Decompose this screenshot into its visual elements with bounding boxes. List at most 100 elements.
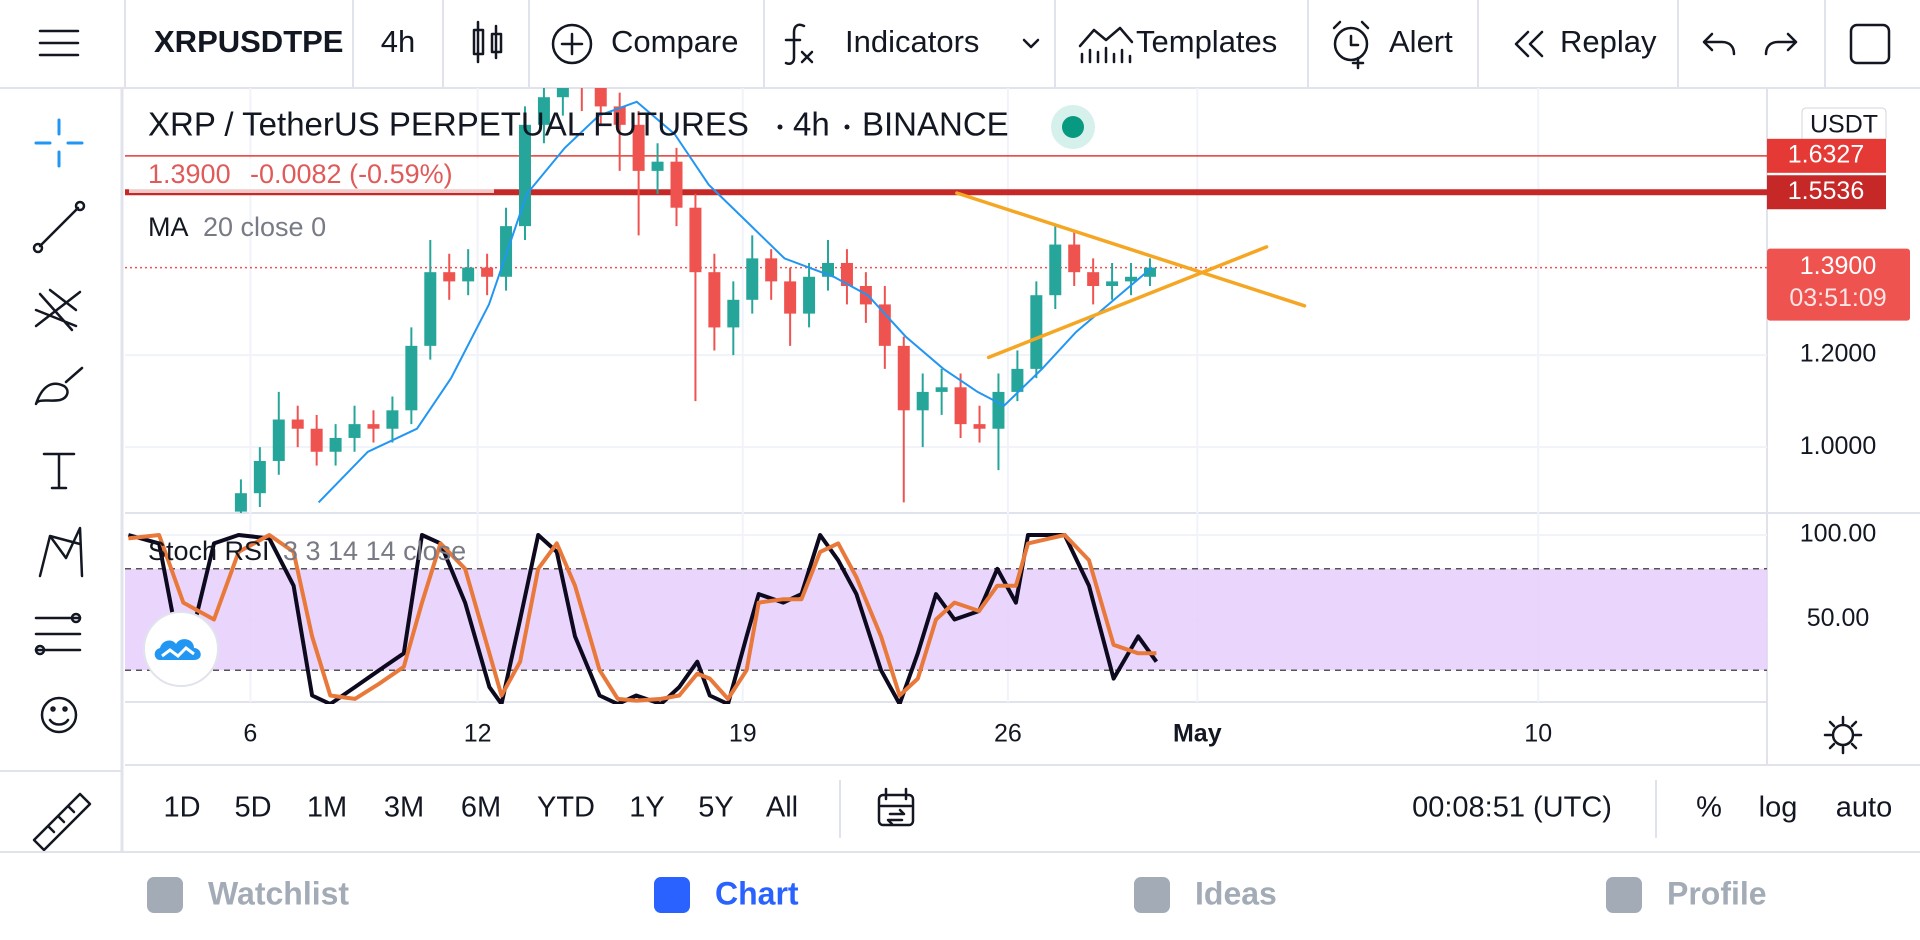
candle-body — [992, 391, 1005, 429]
candle-body — [443, 272, 456, 282]
candle-body — [291, 419, 304, 429]
crosshair-tool[interactable] — [34, 118, 84, 168]
nav-item[interactable]: Profile — [1667, 875, 1767, 911]
indicators-icon[interactable] — [784, 23, 814, 66]
templates-icon[interactable] — [1078, 26, 1134, 64]
text-tool[interactable] — [42, 452, 76, 490]
y-tick-label: 50.00 — [1807, 604, 1870, 632]
candle-body — [310, 428, 323, 452]
menu-button[interactable] — [38, 29, 80, 57]
templates-button[interactable]: Templates — [1136, 24, 1277, 59]
candle-body — [670, 161, 683, 208]
nav-icon[interactable] — [1134, 877, 1170, 913]
chart-exchange: BINANCE — [862, 106, 1009, 143]
auto-toggle[interactable]: auto — [1836, 792, 1892, 824]
range-button[interactable]: 6M — [461, 792, 501, 824]
goto-date-button[interactable] — [877, 787, 915, 827]
percent-toggle[interactable]: % — [1696, 792, 1722, 824]
candle-body — [518, 124, 531, 227]
sidebar — [0, 89, 122, 852]
stoch-legend-name[interactable]: Stoch RSI — [148, 536, 270, 566]
candle-body — [803, 276, 816, 314]
y-tick-label: 1.2000 — [1800, 340, 1876, 368]
candle-body — [329, 437, 342, 452]
legend-change: -0.0082 (-0.59%) — [250, 159, 453, 189]
nav-items: Watchlist Chart Ideas Profile — [147, 875, 1767, 913]
compare-button[interactable]: Compare — [611, 24, 739, 59]
nav-item[interactable]: Watchlist — [208, 875, 349, 911]
countdown-label: 03:51:09 — [1789, 284, 1886, 312]
stoch-pane — [125, 533, 1767, 704]
nav-icon[interactable] — [147, 877, 183, 913]
candle-body — [746, 258, 759, 300]
chart-title: XRP / TetherUS PERPETUAL FUTURES — [148, 106, 749, 143]
clock[interactable]: 00:08:51 (UTC) — [1412, 792, 1612, 824]
trendline-tool[interactable] — [32, 200, 86, 254]
candle-body — [689, 207, 702, 273]
trendline[interactable] — [986, 245, 1269, 360]
title-separator — [844, 124, 850, 130]
candle-body — [1049, 244, 1062, 296]
undo-button[interactable] — [1702, 32, 1736, 56]
candle-body — [765, 258, 778, 282]
replay-icon[interactable] — [1514, 30, 1544, 58]
alert-icon[interactable] — [1332, 20, 1370, 70]
market-status[interactable] — [1062, 116, 1084, 138]
toolbar — [0, 0, 1920, 88]
symbol[interactable]: XRPUSDTPE — [154, 24, 343, 59]
brush-tool[interactable] — [34, 366, 84, 406]
prediction-tool[interactable] — [34, 612, 82, 656]
range-button[interactable]: 1Y — [629, 792, 664, 824]
range-button[interactable]: 5Y — [698, 792, 733, 824]
nav-item[interactable]: Ideas — [1195, 875, 1277, 911]
settings-button[interactable] — [1823, 715, 1863, 755]
replay-button[interactable]: Replay — [1560, 24, 1657, 59]
range-button[interactable]: YTD — [537, 792, 595, 824]
alert-button[interactable]: Alert — [1389, 24, 1453, 59]
log-toggle[interactable]: log — [1759, 792, 1798, 824]
range-button[interactable]: All — [766, 792, 798, 824]
range-button[interactable]: 3M — [384, 792, 424, 824]
candle-body — [1011, 368, 1024, 392]
range-button[interactable]: 1D — [163, 792, 200, 824]
candle-body — [1125, 276, 1138, 282]
nav-icon[interactable] — [1606, 877, 1642, 913]
last-price-box — [1767, 248, 1910, 321]
compare-icon[interactable] — [551, 23, 593, 65]
redo-button[interactable] — [1764, 32, 1798, 56]
candle-body — [878, 304, 891, 346]
candle-body — [916, 391, 929, 411]
range-buttons: 1D 5D 1M 3M 6M YTD 1Y 5Y All — [163, 792, 798, 824]
logo[interactable] — [143, 611, 219, 687]
axes: 6 12 19 26 May 101.00001.2000100.0050.00USDT1… — [243, 107, 1910, 748]
nav-item[interactable]: Chart — [715, 875, 799, 911]
candle-body — [424, 272, 437, 346]
candle-body — [708, 272, 721, 328]
candle-body — [272, 419, 285, 461]
fullscreen-button[interactable] — [1849, 23, 1891, 65]
level-label-box — [1767, 138, 1886, 173]
pattern-tool[interactable] — [38, 526, 84, 578]
y-tick-label: 1.0000 — [1800, 432, 1876, 460]
fib-tool[interactable] — [34, 288, 82, 332]
range-button[interactable]: 5D — [234, 792, 271, 824]
stoch-legend-params[interactable]: 3 3 14 14 close — [283, 536, 466, 566]
trendline[interactable] — [955, 191, 1307, 308]
ma-legend-params[interactable]: 20 close 0 — [203, 212, 326, 242]
chart-type-button[interactable] — [472, 20, 503, 64]
x-tick-label: 26 — [994, 720, 1022, 748]
candle-body — [1087, 272, 1100, 286]
currency-label: USDT — [1810, 111, 1878, 139]
indicators-button[interactable]: Indicators — [845, 24, 979, 59]
ma-legend-name[interactable]: MA — [148, 212, 189, 242]
indicators-menu[interactable] — [1022, 38, 1040, 49]
candle-body — [651, 161, 664, 171]
range-button[interactable]: 1M — [307, 792, 347, 824]
interval-button[interactable]: 4h — [381, 24, 415, 59]
nav-icon[interactable] — [654, 877, 690, 913]
emoji-tool[interactable] — [40, 696, 78, 734]
ruler-tool[interactable] — [32, 792, 92, 852]
candle-body — [784, 281, 797, 314]
candle-body — [234, 493, 247, 512]
